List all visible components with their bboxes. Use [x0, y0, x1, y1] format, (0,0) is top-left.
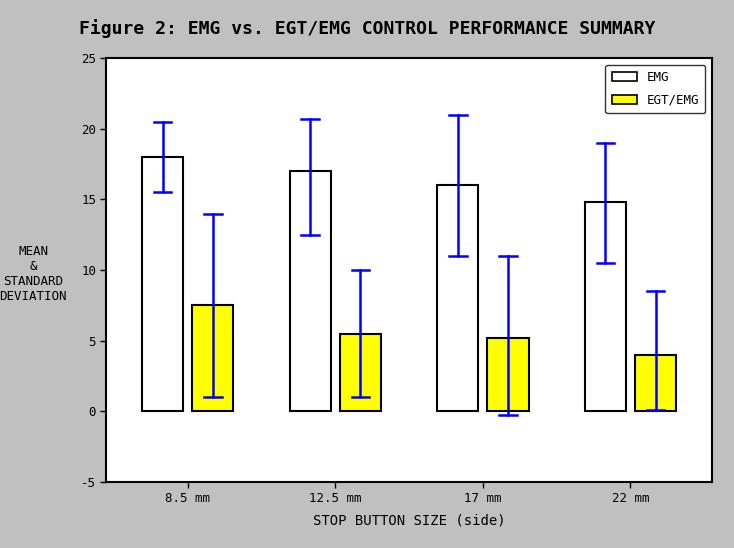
- Bar: [142, 157, 184, 411]
- Bar: [289, 172, 331, 411]
- X-axis label: STOP BUTTON SIZE (side): STOP BUTTON SIZE (side): [313, 513, 506, 528]
- Bar: [585, 202, 626, 411]
- Text: Figure 2: EMG vs. EGT/EMG CONTROL PERFORMANCE SUMMARY: Figure 2: EMG vs. EGT/EMG CONTROL PERFOR…: [79, 19, 655, 38]
- Text: MEAN
&
STANDARD
DEVIATION: MEAN & STANDARD DEVIATION: [0, 245, 67, 303]
- Bar: [192, 305, 233, 411]
- Bar: [635, 355, 676, 411]
- Bar: [340, 334, 381, 411]
- Legend: EMG, EGT/EMG: EMG, EGT/EMG: [606, 65, 705, 113]
- Bar: [437, 185, 479, 411]
- Bar: [487, 338, 528, 411]
